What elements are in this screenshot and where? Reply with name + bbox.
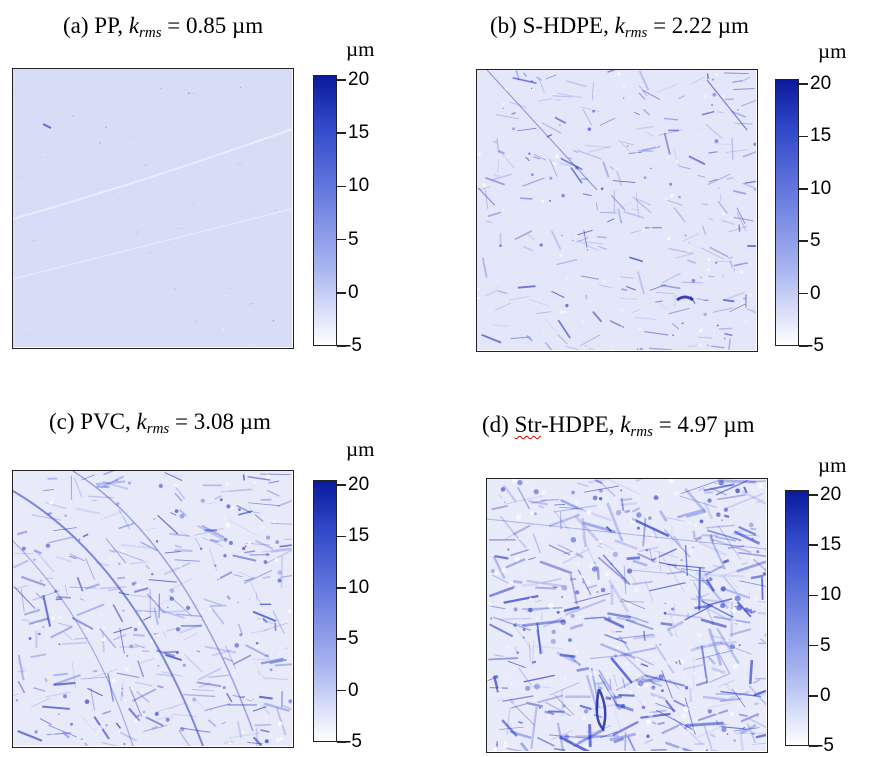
colorbar-tick xyxy=(809,745,818,747)
colorbar-tick xyxy=(337,79,346,81)
panel-d-value: = 4.97 µm xyxy=(652,412,755,437)
colorbar-tick-label: -5 xyxy=(345,731,362,752)
colorbar-tick xyxy=(799,135,808,138)
colorbar-tick-label: 20 xyxy=(820,484,842,505)
panel-c-title: (c) PVC, krms = 3.08 µm xyxy=(49,410,271,437)
panel-d-title: (d) Str-HDPE, krms = 4.97 µm xyxy=(482,413,755,440)
panel-c-unit: µm xyxy=(346,437,375,461)
colorbar-tick xyxy=(799,292,808,295)
colorbar-tick-label: 10 xyxy=(348,175,370,197)
panel-b-unit: µm xyxy=(818,39,847,63)
panel-b-title: (b) S-HDPE, krms = 2.22 µm xyxy=(490,14,749,41)
colorbar-tick xyxy=(809,494,818,496)
panel-d-colorbar xyxy=(785,490,809,746)
colorbar-tick xyxy=(337,484,346,486)
panel-a-sub: rms xyxy=(139,25,162,41)
panel-d-k: k xyxy=(620,412,631,437)
colorbar-tick-label: 10 xyxy=(820,584,842,606)
colorbar-tick-label: 0 xyxy=(348,679,359,701)
colorbar-tick xyxy=(809,544,818,546)
panel-a-surface-map xyxy=(12,68,294,349)
colorbar-tick-label: 15 xyxy=(348,525,370,547)
colorbar-tick-label: 15 xyxy=(810,125,832,147)
colorbar-tick-label: 15 xyxy=(820,534,842,556)
colorbar-tick-label: 0 xyxy=(810,282,821,304)
colorbar-tick-label: 5 xyxy=(348,228,359,250)
panel-d-word: Str xyxy=(514,412,541,437)
colorbar-tick-label: -5 xyxy=(807,335,824,356)
colorbar-tick-label: 5 xyxy=(348,628,359,650)
colorbar-tick xyxy=(809,695,818,697)
colorbar-tick xyxy=(799,240,808,242)
colorbar-tick-label: 0 xyxy=(348,281,359,303)
colorbar-tick-label: 5 xyxy=(810,230,821,252)
panel-c-k: k xyxy=(136,409,147,434)
panel-a-k: k xyxy=(128,13,140,38)
colorbar-tick xyxy=(799,345,808,347)
colorbar-tick xyxy=(799,188,808,190)
panel-d-rest: -HDPE, xyxy=(540,412,621,437)
panel-a-title: (a) PP, krms = 0.85 µm xyxy=(63,14,263,41)
panel-c-sub: rms xyxy=(146,421,170,437)
panel-a-unit: µm xyxy=(346,37,375,61)
colorbar-tick xyxy=(799,83,808,85)
colorbar-tick-label: 20 xyxy=(348,69,370,90)
colorbar-tick-label: -5 xyxy=(345,335,362,356)
panel-c-colorbar xyxy=(313,480,337,742)
colorbar-tick-label: 20 xyxy=(348,474,370,495)
panel-b-surface-map xyxy=(476,69,758,352)
panel-b-prefix: (b) S-HDPE, xyxy=(490,13,615,38)
colorbar-tick-label: -5 xyxy=(817,735,834,756)
panel-b-value: = 2.22 µm xyxy=(647,13,749,38)
panel-b-k: k xyxy=(614,13,625,38)
colorbar-tick-label: 15 xyxy=(348,122,370,144)
colorbar-tick xyxy=(337,132,346,134)
colorbar-tick xyxy=(337,638,346,640)
colorbar-tick xyxy=(337,238,346,241)
colorbar-tick xyxy=(337,185,346,188)
panel-c-surface-map xyxy=(12,470,294,748)
colorbar-tick-label: 10 xyxy=(348,576,370,598)
colorbar-tick xyxy=(337,292,346,294)
colorbar-tick-label: 5 xyxy=(820,634,831,656)
panel-c-value: = 3.08 µm xyxy=(169,409,271,434)
panel-a-value: = 0.85 µm xyxy=(161,13,264,38)
colorbar-tick xyxy=(809,644,818,647)
panel-b-colorbar xyxy=(775,79,799,346)
colorbar-tick xyxy=(337,689,346,692)
colorbar-tick-label: 0 xyxy=(820,684,831,706)
colorbar-tick xyxy=(337,345,346,347)
panel-d-unit: µm xyxy=(818,453,847,477)
panel-c-prefix: (c) PVC, xyxy=(49,409,137,434)
colorbar-tick-label: 10 xyxy=(810,177,832,199)
panel-a-colorbar xyxy=(313,75,337,346)
colorbar-tick xyxy=(809,594,818,597)
colorbar-tick xyxy=(337,535,346,538)
panel-d-sub: rms xyxy=(630,424,653,440)
colorbar-tick xyxy=(337,741,346,743)
panel-d-prefix: (d) xyxy=(482,412,515,437)
panel-a-prefix: (a) PP, xyxy=(63,13,129,38)
panel-b-sub: rms xyxy=(624,25,648,41)
colorbar-tick-label: 20 xyxy=(810,73,832,94)
colorbar-tick xyxy=(337,587,346,589)
panel-d-surface-map xyxy=(486,478,768,753)
